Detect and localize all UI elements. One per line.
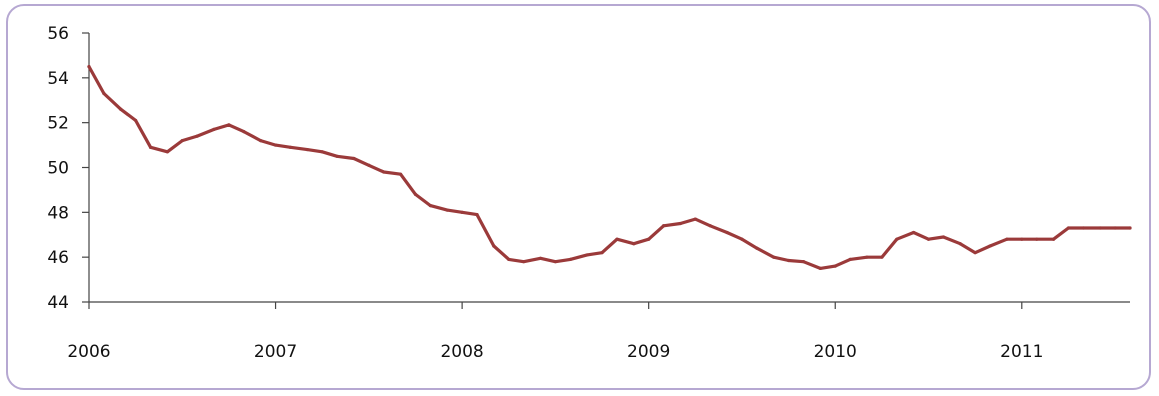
data-point bbox=[320, 150, 324, 154]
data-point bbox=[848, 257, 852, 262]
data-point bbox=[475, 212, 479, 217]
data-point bbox=[119, 107, 123, 111]
series-line bbox=[87, 64, 1132, 270]
x-tick-label: 2008 bbox=[440, 342, 483, 362]
axis-tick-labels: 44 46 48 50 52 54 56 2006 2007 2008 2009 2010 2011 bbox=[47, 24, 1043, 362]
data-point bbox=[273, 143, 278, 147]
data-point bbox=[865, 255, 869, 259]
data-point bbox=[148, 145, 153, 149]
data-point bbox=[1020, 237, 1024, 241]
data-point bbox=[492, 244, 496, 248]
data-point bbox=[772, 255, 776, 259]
y-tick-label: 56 bbox=[47, 24, 69, 44]
y-tick-label: 48 bbox=[47, 203, 69, 223]
data-point bbox=[335, 154, 339, 158]
y-tick-label: 52 bbox=[47, 114, 69, 134]
data-point bbox=[87, 65, 91, 69]
y-tick-label: 44 bbox=[47, 293, 69, 313]
x-tick-label: 2011 bbox=[1000, 342, 1043, 362]
data-point bbox=[880, 255, 884, 259]
data-point bbox=[1035, 237, 1039, 241]
data-point bbox=[195, 134, 199, 138]
data-point bbox=[445, 208, 449, 212]
data-point bbox=[102, 91, 106, 96]
data-point bbox=[212, 127, 216, 131]
data-point bbox=[973, 251, 977, 255]
series-group bbox=[87, 64, 1132, 270]
data-point bbox=[352, 156, 356, 161]
data-point bbox=[678, 221, 682, 226]
data-point bbox=[1113, 226, 1117, 230]
data-point bbox=[818, 266, 822, 270]
x-tick-label: 2007 bbox=[254, 342, 297, 362]
axis-ticks bbox=[82, 32, 1023, 309]
y-tick-label: 50 bbox=[47, 159, 69, 179]
data-point bbox=[522, 260, 526, 264]
data-point bbox=[801, 260, 806, 264]
data-point bbox=[242, 130, 246, 134]
x-tick-label: 2009 bbox=[627, 342, 670, 362]
data-point bbox=[833, 264, 837, 268]
data-point bbox=[911, 230, 916, 235]
data-point bbox=[134, 118, 138, 123]
data-point bbox=[1128, 226, 1132, 230]
data-point bbox=[632, 242, 636, 246]
data-point bbox=[740, 237, 744, 241]
data-point bbox=[1081, 226, 1085, 230]
data-point bbox=[288, 145, 293, 149]
data-point bbox=[165, 150, 169, 154]
data-point bbox=[662, 224, 666, 228]
data-point bbox=[227, 123, 231, 127]
data-point bbox=[941, 235, 946, 239]
data-point bbox=[958, 242, 962, 246]
data-point bbox=[615, 237, 619, 241]
data-point bbox=[553, 260, 557, 264]
data-point bbox=[585, 253, 589, 257]
data-point bbox=[305, 147, 309, 152]
data-point bbox=[725, 230, 729, 235]
data-point bbox=[568, 257, 572, 262]
data-point bbox=[895, 237, 899, 241]
data-point bbox=[647, 237, 651, 241]
data-point bbox=[460, 210, 464, 214]
data-point bbox=[786, 258, 791, 263]
data-point bbox=[988, 244, 992, 248]
data-point bbox=[1066, 226, 1071, 230]
data-point bbox=[507, 257, 511, 262]
data-point bbox=[1051, 237, 1056, 241]
data-point bbox=[926, 237, 931, 241]
data-point bbox=[180, 139, 184, 143]
data-point bbox=[600, 251, 604, 255]
data-point bbox=[1098, 226, 1102, 230]
data-point bbox=[367, 163, 371, 167]
x-tick-label: 2006 bbox=[67, 342, 110, 362]
data-point bbox=[538, 256, 543, 260]
data-point bbox=[428, 204, 433, 208]
data-point bbox=[398, 172, 403, 176]
data-point bbox=[693, 217, 697, 221]
data-point bbox=[259, 139, 263, 143]
y-tick-label: 46 bbox=[47, 248, 69, 268]
x-tick-label: 2010 bbox=[814, 342, 857, 362]
chart-frame bbox=[6, 4, 1151, 390]
data-point bbox=[708, 224, 712, 228]
data-point bbox=[1005, 237, 1009, 241]
data-point bbox=[382, 170, 386, 174]
data-point bbox=[755, 246, 759, 250]
y-tick-label: 54 bbox=[47, 69, 69, 89]
data-point bbox=[413, 192, 418, 196]
